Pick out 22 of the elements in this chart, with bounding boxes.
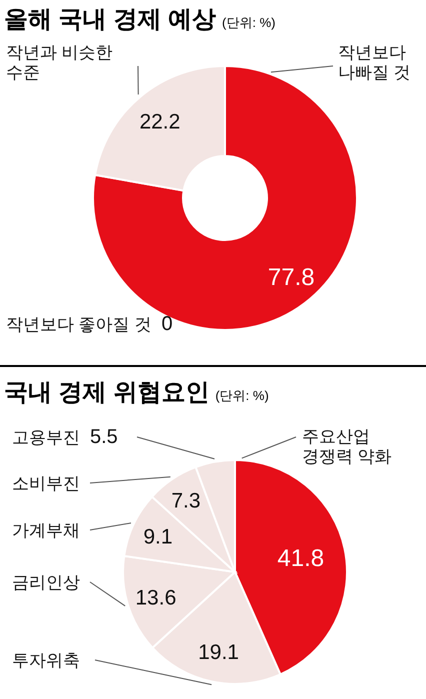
data-label: 22.2 — [139, 110, 180, 134]
data-label: 9.1 — [143, 526, 173, 549]
data-label: 7.3 — [171, 490, 201, 513]
slice-label: 주요산업 경쟁력 약화 — [302, 427, 392, 466]
data-label: 19.1 — [198, 640, 239, 664]
chart-title: 국내 경제 위협요인 — [4, 379, 210, 406]
data-label: 41.8 — [277, 545, 324, 572]
slice-label: 소비부진 — [12, 474, 80, 493]
slice-label: 작년과 비슷한 수준 — [6, 43, 113, 82]
data-label: 77.8 — [268, 264, 315, 292]
chart-title: 올해 국내 경제 예상 — [4, 6, 216, 33]
chart-subtitle: (단위: %) — [215, 388, 269, 403]
data-label: 13.6 — [135, 586, 176, 610]
text: 0 — [161, 313, 173, 335]
slice-label: 금리인상 — [12, 573, 80, 592]
data-label: 5.5 — [90, 426, 118, 448]
chart-subtitle: (단위: %) — [222, 15, 276, 30]
slice-label: 고용부진 — [12, 428, 80, 447]
slice-label: 작년보다 나빠질 것 — [338, 43, 411, 82]
slice-label: 가계부채 — [12, 521, 80, 540]
slice-label: 투자위축 — [12, 651, 80, 670]
category-label: 작년보다 좋아질 것 — [6, 315, 152, 334]
